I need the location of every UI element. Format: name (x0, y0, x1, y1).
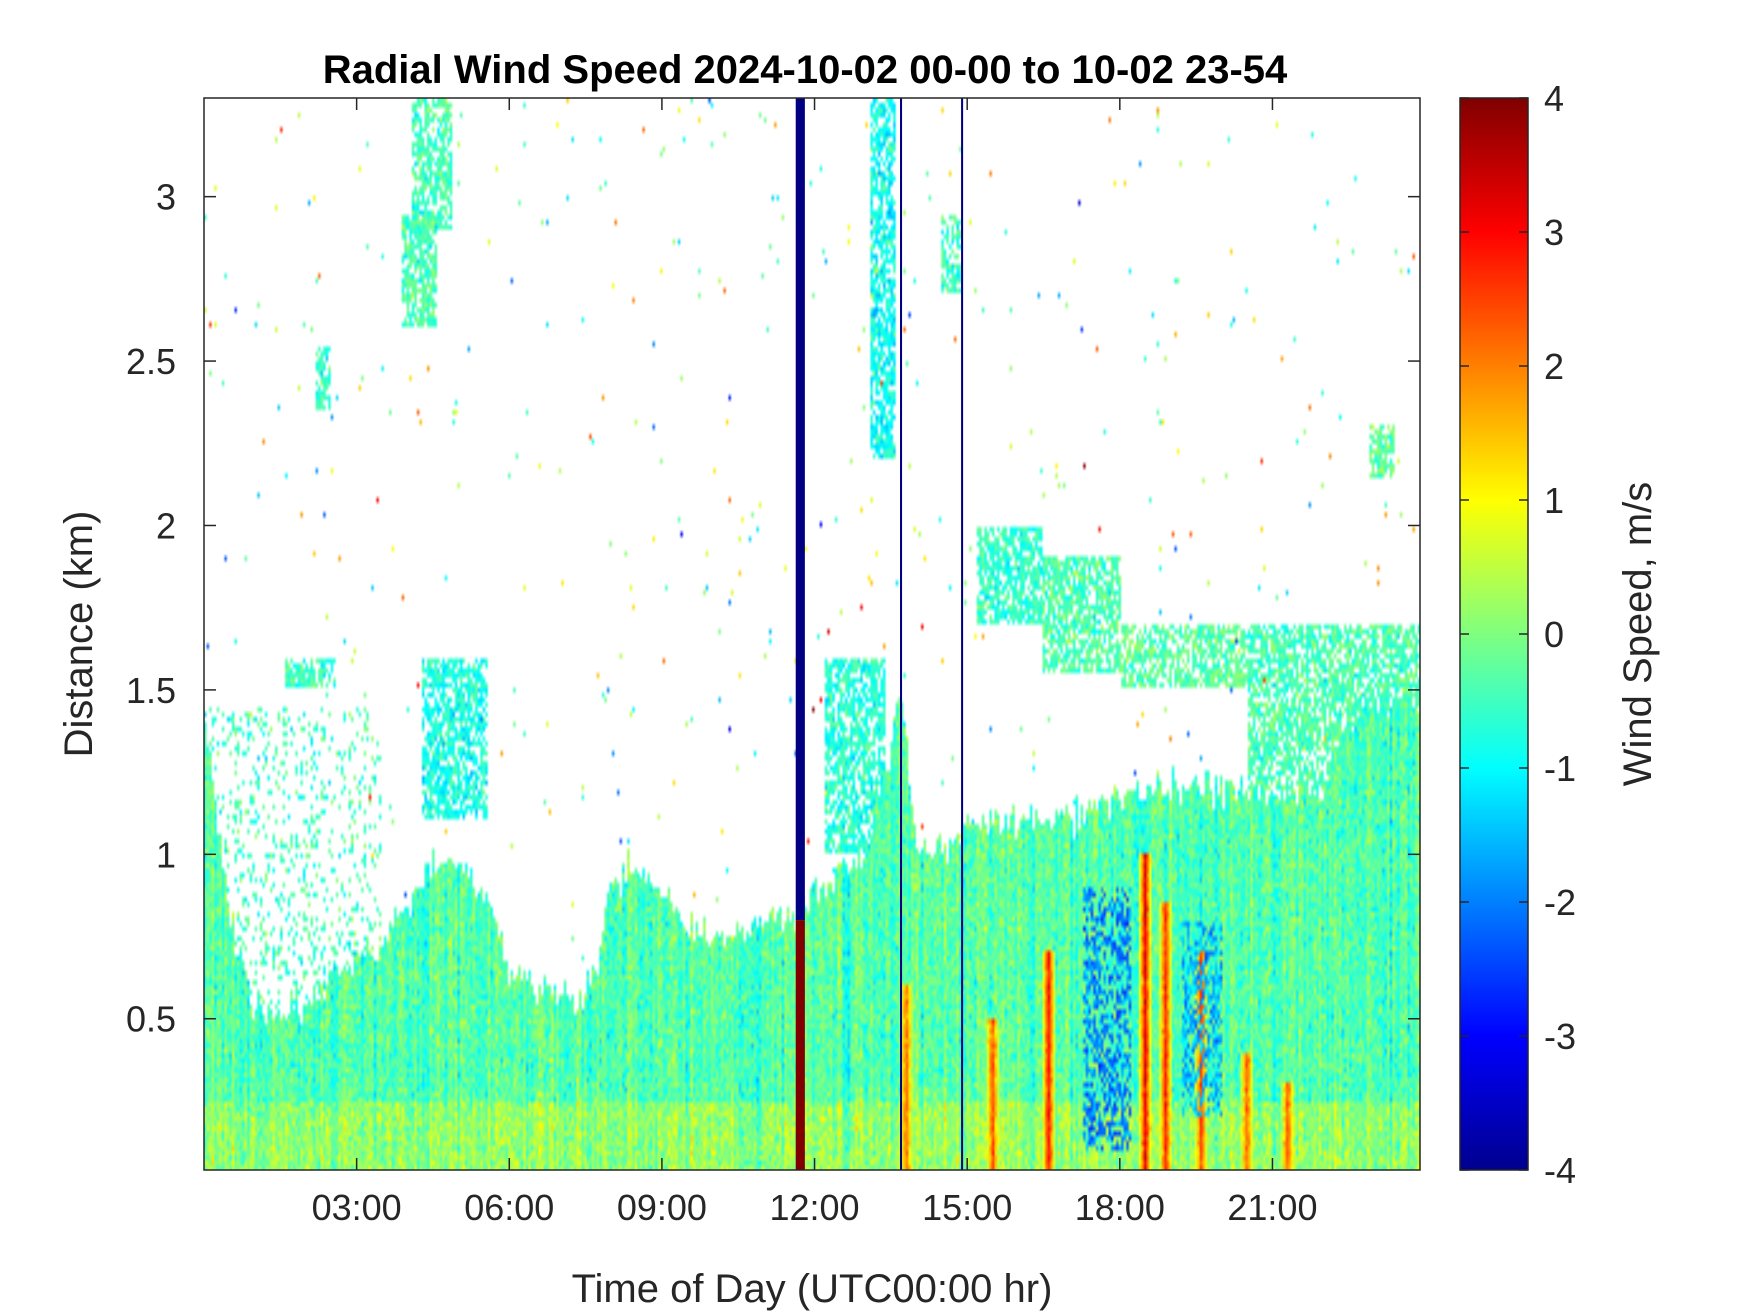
wind-speed-heatmap (204, 98, 1420, 1170)
x-tick-label: 09:00 (617, 1187, 707, 1228)
colorbar-tick-label: 0 (1544, 614, 1564, 655)
x-tick-label: 21:00 (1227, 1187, 1317, 1228)
colorbar-tick-label: 1 (1544, 480, 1564, 521)
x-axis-ticks: 03:00 06:00 09:00 12:00 15:00 18:00 21:00 (312, 98, 1317, 1228)
vertical-line (900, 98, 903, 1170)
colorbar-tick-label: 3 (1544, 212, 1564, 253)
vertical-lines (795, 98, 964, 1170)
vertical-line (961, 98, 964, 1170)
colorbar-label: Wind Speed, m/s (1616, 482, 1660, 787)
colorbar-tick-label: -3 (1544, 1016, 1576, 1057)
colorbar-tick-label: 2 (1544, 346, 1564, 387)
y-tick-label: 2 (156, 505, 176, 546)
y-tick-label: 0.5 (126, 999, 176, 1040)
x-tick-label: 06:00 (464, 1187, 554, 1228)
y-tick-label: 1 (156, 834, 176, 875)
colorbar-tick-label: -1 (1544, 748, 1576, 789)
colorbar-tick-label: -4 (1544, 1150, 1576, 1191)
colorbar-ticks: 4 3 2 1 0 -1 -2 -3 -4 (1460, 78, 1576, 1191)
x-tick-label: 03:00 (312, 1187, 402, 1228)
x-tick-label: 15:00 (922, 1187, 1012, 1228)
plot-frame (203, 97, 1421, 1171)
chart-title: Radial Wind Speed 2024-10-02 00-00 to 10… (323, 48, 1288, 92)
colorbar-gradient (1459, 97, 1529, 1171)
y-tick-label: 1.5 (126, 670, 176, 711)
y-axis-ticks: 0.5 1 1.5 2 2.5 3 (126, 177, 1420, 1040)
vertical-line (795, 98, 805, 921)
colorbar-tick-label: 4 (1544, 78, 1564, 119)
x-axis-label: Time of Day (UTC00:00 hr) (572, 1267, 1053, 1311)
colorbar: 4 3 2 1 0 -1 -2 -3 -4 Wind Speed, m/s (1459, 78, 1660, 1191)
vertical-line (795, 920, 805, 1170)
x-tick-label: 18:00 (1075, 1187, 1165, 1228)
y-tick-label: 2.5 (126, 341, 176, 382)
y-tick-label: 3 (156, 177, 176, 218)
y-axis-label: Distance (km) (57, 511, 101, 758)
colorbar-tick-label: -2 (1544, 882, 1576, 923)
x-tick-label: 12:00 (769, 1187, 859, 1228)
plot-area: 03:00 06:00 09:00 12:00 15:00 18:00 21:00 0.5 1… (126, 97, 1421, 1228)
